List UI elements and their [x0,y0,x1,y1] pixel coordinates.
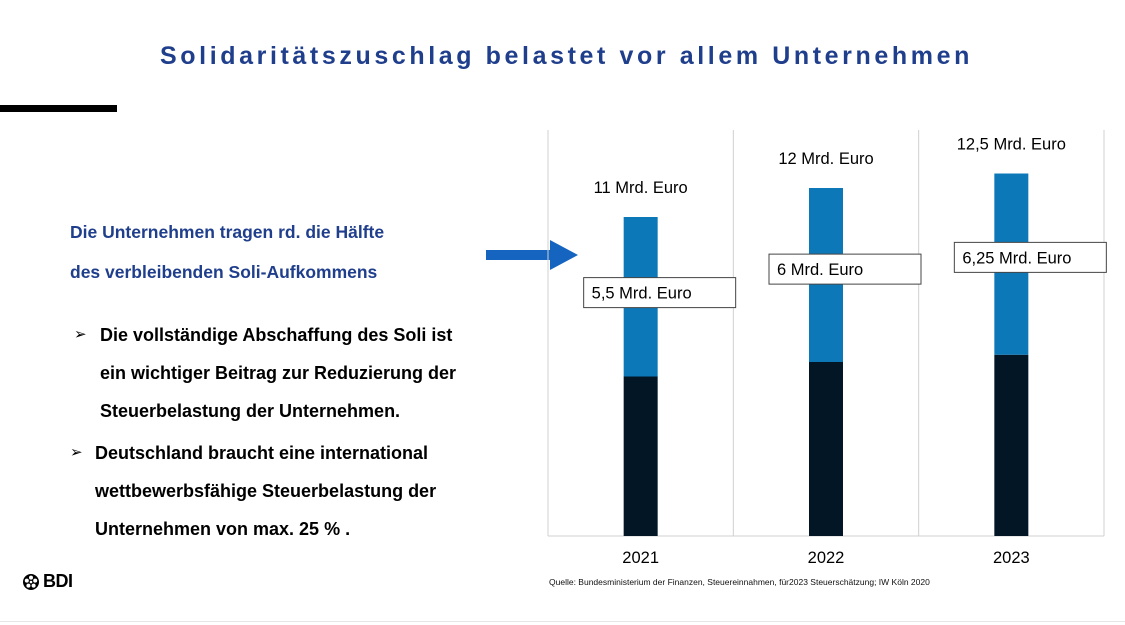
bar-rest-2022 [809,362,843,536]
bullet-item-1: ➢ Die vollständige Abschaffung des Soli … [74,316,456,430]
footer-divider [0,621,1125,622]
bullet-line: Unternehmen von max. 25 % . [95,519,351,539]
bar-rest-2023 [994,354,1029,536]
segment-label-box-2022 [768,253,922,285]
highlight-line-2: des verbleibenden Soli-Aufkommens [70,262,378,282]
arrow-right-icon [486,240,578,270]
bullet-line: Steuerbelastung der Unternehmen. [100,401,401,421]
bullet-line: wettbewerbsfähige Steuerbelastung der [95,481,437,501]
total-label-2021: 11 Mrd. Euro [594,179,688,197]
total-label-2023: 12,5 Mrd. Euro [957,136,1066,154]
bdi-logo: BDI [22,571,73,592]
source-note: Quelle: Bundesministerium der Finanzen, … [549,577,930,587]
segment-label-2023: 6,25 Mrd. Euro [962,249,1071,267]
highlight-text: Die Unternehmen tragen rd. die Hälfte de… [70,212,470,292]
bullet-line: Deutschland braucht eine international [95,443,429,463]
total-label-2022: 12 Mrd. Euro [778,150,873,168]
x-tick-label-2021: 2021 [622,549,659,567]
segment-label-box-2021 [583,277,737,309]
segment-label-2022: 6 Mrd. Euro [777,261,863,279]
bdi-logo-text: BDI [43,571,73,591]
bullet-item-2: ➢ Deutschland braucht eine international… [70,434,436,548]
x-tick-label-2022: 2022 [808,549,845,567]
segment-label-2021: 5,5 Mrd. Euro [592,285,692,303]
bdi-logo-icon [23,573,39,590]
bullet-line: Die vollständige Abschaffung des Soli is… [100,325,453,345]
x-tick-label-2023: 2023 [993,549,1030,567]
page-title: Solidaritätszuschlag belastet vor allem … [160,42,973,70]
accent-bar [0,105,117,112]
bullet-marker-icon: ➢ [74,326,87,343]
segment-label-box-2023 [953,241,1107,273]
bullet-marker-icon: ➢ [70,444,83,461]
bullet-line: ein wichtiger Beitrag zur Reduzierung de… [100,363,457,383]
highlight-line-1: Die Unternehmen tragen rd. die Hälfte [70,222,385,242]
bar-rest-2021 [623,376,658,536]
